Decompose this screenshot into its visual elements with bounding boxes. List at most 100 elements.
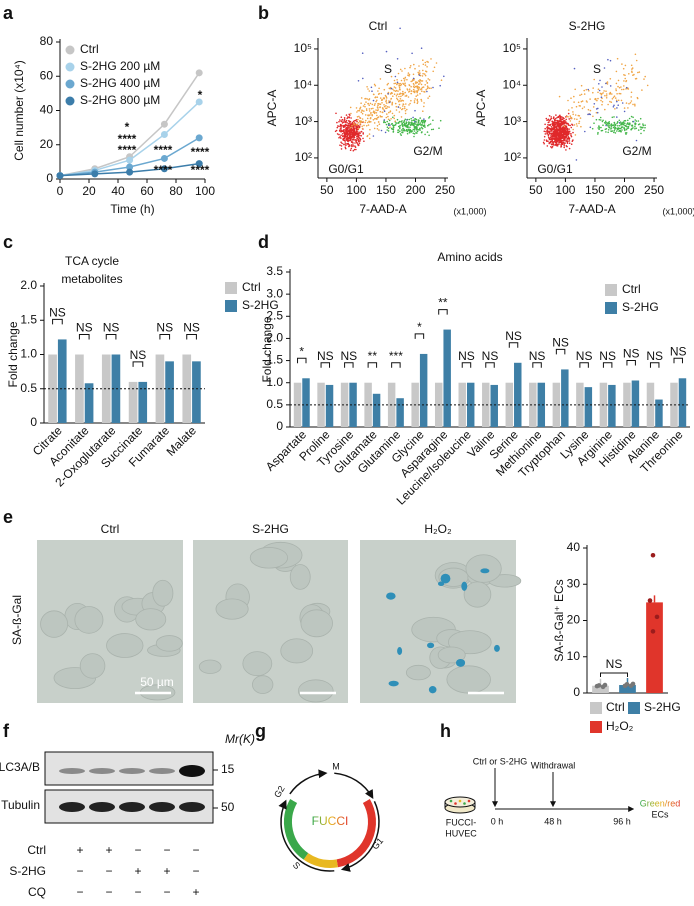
cytometry-event [625, 86, 628, 89]
cytometry-event [621, 63, 623, 65]
cytometry-event [398, 103, 401, 106]
phase-label: S [291, 860, 302, 871]
cytometry-event [553, 144, 555, 146]
cytometry-event [413, 91, 416, 94]
cytometry-event [338, 130, 341, 132]
cytometry-event [411, 80, 414, 82]
legend-swatch [605, 284, 617, 296]
y-axis-label: Fold change [260, 316, 274, 382]
cytometry-event [401, 105, 404, 107]
cytometry-event [360, 131, 362, 133]
cytometry-event [619, 92, 622, 95]
data-point [126, 163, 134, 171]
cytometry-event [340, 124, 343, 127]
x-tick-label: 200 [614, 183, 634, 197]
cytometry-event [402, 90, 404, 93]
cytometry-event [402, 82, 404, 85]
cytometry-event [624, 64, 627, 67]
cytometry-event [424, 64, 427, 66]
cytometry-event [409, 65, 412, 67]
cytometry-event [562, 137, 564, 139]
cytometry-event [555, 142, 558, 144]
cytometry-event [559, 131, 562, 133]
cytometry-event [402, 103, 405, 106]
cytometry-event [394, 90, 397, 92]
cytometry-event [594, 98, 597, 101]
cytometry-event [551, 137, 554, 140]
cytometry-event [427, 124, 429, 127]
cytometry-event [640, 126, 643, 129]
data-point [160, 130, 168, 138]
cytometry-event [379, 103, 381, 105]
cytometry-event [561, 135, 563, 137]
cytometry-event [414, 85, 417, 88]
cytometry-event [380, 115, 382, 118]
bar [84, 383, 94, 423]
cytometry-event [548, 115, 551, 117]
cytometry-event [574, 134, 577, 136]
bar [482, 382, 490, 427]
cytometry-event [572, 131, 574, 134]
cytometry-event [402, 77, 405, 80]
cytometry-event [632, 120, 635, 123]
significance-label: **** [118, 143, 137, 157]
cytometry-event [344, 141, 347, 143]
cytometry-event [569, 124, 571, 127]
cytometry-event [440, 79, 443, 81]
cytometry-event [340, 127, 342, 129]
cytometry-event [404, 82, 406, 84]
cytometry-event [373, 112, 376, 115]
cytometry-event [625, 79, 628, 82]
cytometry-event [601, 86, 603, 88]
cytometry-event [347, 123, 350, 125]
cytometry-event [421, 75, 424, 77]
cytometry-event [389, 101, 391, 103]
bar [372, 393, 381, 427]
cytometry-event [628, 73, 630, 75]
cytometry-event [373, 127, 376, 130]
cytometry-event [606, 81, 609, 83]
cytometry-event [562, 141, 565, 144]
cytometry-event [364, 114, 367, 116]
cytometry-event [634, 103, 636, 106]
cytometry-event [408, 90, 411, 92]
cytometry-event [625, 102, 628, 104]
cytometry-event [351, 121, 354, 124]
cytometry-event [591, 127, 594, 130]
cytometry-event [615, 82, 618, 85]
cytometry-event [361, 125, 364, 128]
y-tick-label: 20 [40, 137, 54, 151]
significance-label: *** [389, 349, 403, 363]
phase-arc [284, 799, 309, 860]
bar [619, 685, 636, 693]
cytometry-event [575, 159, 578, 161]
cytometry-event [556, 121, 559, 123]
legend-label: S-2HG [242, 298, 279, 312]
cytometry-event [394, 102, 397, 105]
cytometry-event [422, 72, 424, 75]
replicate-dot [650, 629, 656, 634]
cytometry-event [390, 98, 392, 100]
cytometry-event [350, 112, 352, 115]
cell-outline [135, 608, 167, 631]
significance-label: NS [49, 306, 66, 320]
cytometry-event [418, 119, 420, 122]
significance-bracket [600, 672, 628, 678]
cytometry-event [356, 139, 358, 141]
cytometry-event [631, 70, 633, 73]
cytometry-event [551, 120, 554, 123]
panel-letter: g [255, 721, 266, 741]
cytometry-event [342, 138, 345, 140]
cytometry-event [350, 147, 353, 150]
y-tick-label: 0 [46, 171, 53, 185]
cytometry-event [361, 112, 364, 115]
cytometry-event [580, 125, 582, 128]
cytometry-event [396, 97, 398, 100]
cytometry-event [390, 75, 393, 78]
cytometry-event [551, 145, 554, 148]
cytometry-event [359, 121, 362, 123]
cytometry-event [348, 113, 351, 116]
cell-outline [297, 679, 334, 703]
cytometry-event [429, 123, 432, 125]
cell-outline [249, 547, 289, 569]
